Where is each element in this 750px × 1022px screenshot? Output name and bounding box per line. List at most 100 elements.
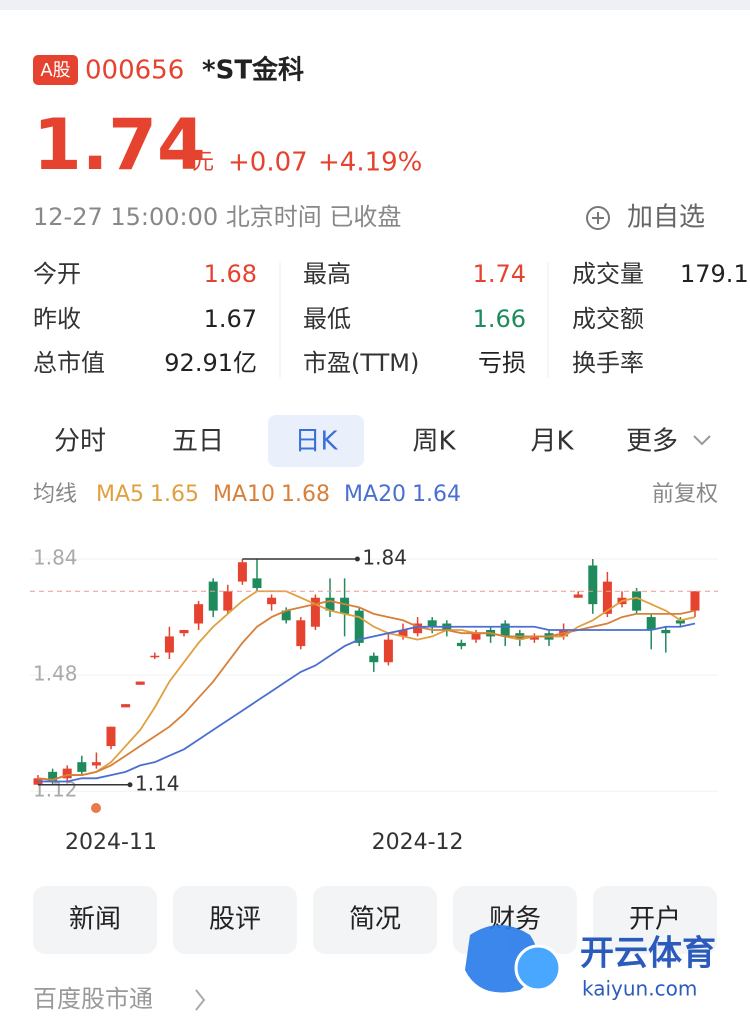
button-bg[interactable] [593,886,717,954]
candle-body [354,610,364,643]
candle-body [413,623,423,634]
candle-body [121,704,131,708]
watermark: 开云体育 kaiyun.com [465,925,716,1001]
candle-body [267,597,277,605]
price-unit: 元 [192,150,214,175]
trade-time: 12-27 15:00:00 北京时间 已收盘 [33,203,401,231]
ma-value: 1.65 [150,482,199,507]
stat-label: 昨收 [33,305,81,333]
tab[interactable]: 分时 [54,427,106,457]
tab[interactable]: 月K [530,427,574,457]
ma-label: 均线 [33,482,77,507]
candle-body [602,581,612,614]
candle-body [48,771,58,782]
button-bg[interactable] [173,886,297,954]
candle-body [208,581,218,611]
stat-value: 1.68 [204,260,257,288]
y-tick-label: 1.48 [33,662,78,686]
add-icon[interactable] [586,206,610,230]
y-tick-label: 1.84 [33,546,78,570]
footer-arrow [195,989,206,1011]
candle-body [500,623,510,637]
candle-body [690,591,700,611]
ma-line [37,590,696,781]
change: +0.07 [228,148,308,178]
stat-label: 成交量 [572,260,644,288]
ma-value: 1.68 [281,482,330,507]
candle-body [471,633,481,640]
candle-body [675,620,685,624]
button[interactable]: 新闻 [69,905,121,935]
button-bg[interactable] [313,886,437,954]
ma-line [38,622,696,783]
candle-body [340,597,350,614]
candle-body [164,636,174,653]
annotation-dot [354,556,360,562]
button-bg[interactable] [33,886,157,954]
stock-code: 000656 [85,56,184,86]
stat-value: 亏损 [478,349,526,377]
x-tick-label: 2024-11 [65,830,157,855]
tab[interactable]: 更多 [626,427,678,457]
annotation-label: 1.84 [362,546,407,570]
wm-brand: 开云体育 [580,934,716,974]
ma-line [37,600,696,781]
button[interactable]: 股评 [209,905,261,935]
stat-label: 最低 [303,305,351,333]
stat-label: 最高 [303,260,351,288]
event-dot[interactable] [91,803,101,813]
candle-body [398,629,408,637]
candle-body [281,610,291,621]
candle-body [529,636,539,640]
stat-value: 179.1 [680,260,749,288]
candle-body [237,562,247,582]
tab[interactable]: 日K [294,427,338,457]
candle-body [310,597,320,627]
wm-site: kaiyun.com [582,977,697,1001]
candle-body [62,768,72,779]
tab[interactable]: 五日 [172,427,224,457]
add-icon-plus [592,212,604,224]
watch-button[interactable]: 加自选 [627,203,705,233]
candle-body [150,655,160,658]
button[interactable]: 开户 [629,905,681,935]
stock-name: *ST金科 [202,55,304,86]
candle-body [91,762,101,766]
candle-body [383,639,393,663]
annotation-dot [127,782,133,788]
candle-body [369,655,379,663]
badge: A股 [40,60,70,81]
candle-body [573,594,583,598]
candle-body [77,762,87,772]
adjust[interactable]: 前复权 [652,482,718,507]
stat-value: 1.74 [473,260,526,288]
wm-ball [514,944,562,992]
ma-name: MA5 [96,482,144,507]
footer[interactable]: 百度股市通 [33,985,153,1013]
change-pct: +4.19% [318,148,422,178]
candle-body [252,578,262,589]
ma-name: MA20 [344,482,406,507]
candle-body [325,597,335,611]
candle-body [135,681,145,685]
button[interactable]: 简况 [349,905,401,935]
tab[interactable]: 周K [412,427,456,457]
ma-name: MA10 [213,482,275,507]
candle-body [223,591,233,611]
stat-value: 1.67 [204,305,257,333]
tab-highlight [268,415,364,467]
candle-body [632,591,642,611]
stat-label: 换手率 [572,349,644,377]
candle-body [427,620,437,627]
top-bar [0,0,750,10]
candle-body [194,604,204,624]
stat-label: 成交额 [572,305,644,333]
ma-value: 1.64 [412,482,461,507]
x-tick-label: 2024-12 [372,830,464,855]
candle-body [179,629,189,634]
stat-label: 今开 [33,260,81,288]
candle-body [661,629,671,634]
stat-label: 总市值 [33,349,105,377]
stat-value: 1.66 [473,305,526,333]
candle-body [106,726,116,747]
